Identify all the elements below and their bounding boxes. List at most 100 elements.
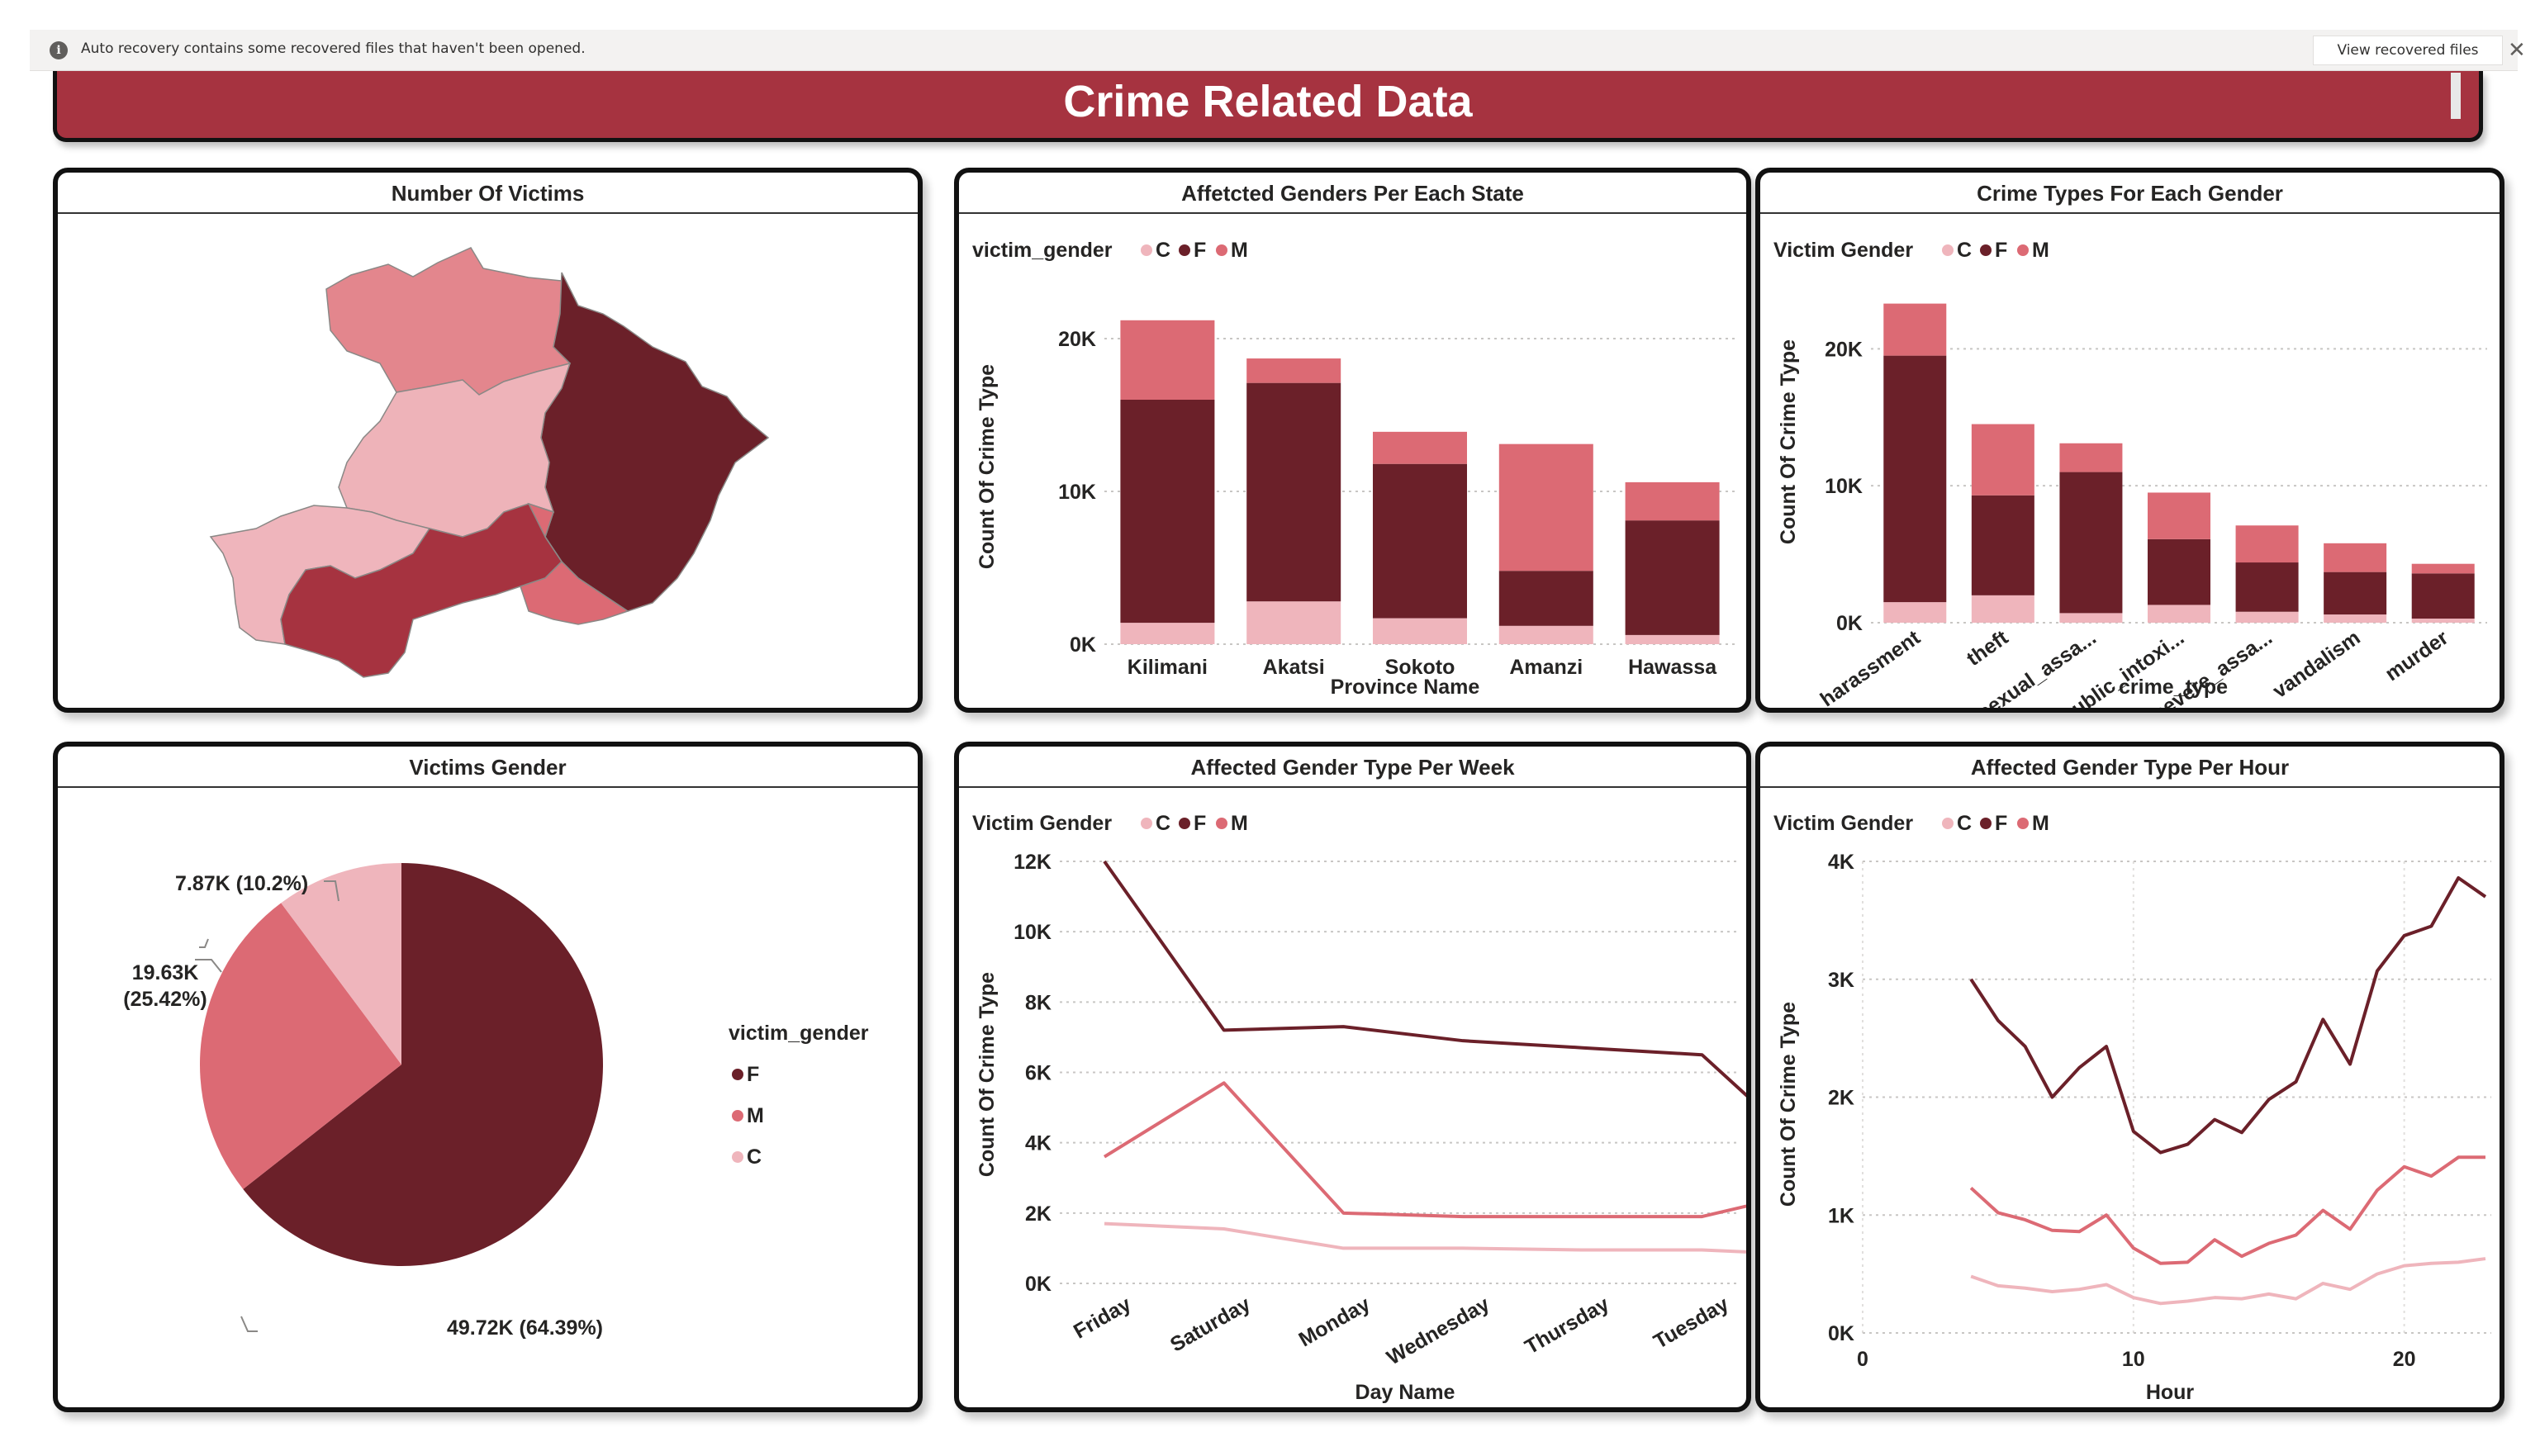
x-tick-label: 10 (2122, 1348, 2145, 1371)
x-tick-label: 20 (2393, 1348, 2416, 1371)
legend-marker-c (1141, 244, 1152, 256)
legend-label-f: F (747, 1063, 759, 1086)
panel-gender-per-week[interactable]: Affected Gender Type Per Week Victim Gen… (954, 742, 1751, 1412)
bar-m (2324, 543, 2387, 572)
x-tick-label: Saturday (1166, 1292, 1255, 1357)
pie-slice-c (281, 863, 401, 1065)
y-tick-label: 2K (1828, 1087, 1854, 1110)
panel-title: Number Of Victims (58, 173, 918, 214)
legend-label-m: M (2032, 812, 2049, 835)
pie-slice-f (243, 863, 604, 1266)
panel-gender-per-hour[interactable]: Affected Gender Type Per Hour Victim Gen… (1755, 742, 2504, 1412)
bar-f (2059, 472, 2123, 614)
legend-marker-m (2017, 818, 2029, 829)
x-tick-label: Hawassa (1628, 656, 1717, 679)
bar-c (1498, 625, 1593, 644)
bar-f (1246, 382, 1341, 602)
legend-label-f: F (1194, 239, 1206, 262)
legend-label-m: M (1231, 812, 1248, 835)
bar-f (2324, 571, 2387, 615)
close-icon[interactable]: ✕ (2508, 38, 2526, 63)
legend-marker-m (1216, 818, 1227, 829)
pie-leader-lines (195, 880, 339, 1332)
view-recovered-files-button[interactable]: View recovered files (2313, 36, 2503, 65)
line-series-m (1103, 1081, 1746, 1219)
panel-genders-per-state[interactable]: Affetcted Genders Per Each State victim_… (954, 168, 1751, 713)
map-region-southeast[interactable] (520, 502, 629, 625)
y-axis-label: Count Of Crime Type (976, 364, 999, 569)
y-tick-label: 6K (1025, 1062, 1052, 1085)
legend-title: Victim Gender (972, 812, 1112, 835)
x-tick-label: Kilimani (1128, 656, 1208, 679)
panel-number-of-victims[interactable]: Number Of Victims (53, 168, 923, 713)
line-series-f (1103, 860, 1746, 1098)
legend: Victim Gender C F M (1773, 812, 2049, 835)
scrollbar-thumb[interactable] (2451, 73, 2461, 119)
x-tick-label: Tuesday (1650, 1292, 1732, 1354)
pie-slice-m (200, 903, 401, 1189)
map-region-east[interactable] (540, 272, 770, 612)
y-tick-label: 20K (1058, 328, 1096, 351)
info-icon: i (50, 41, 68, 59)
legend-label-m: M (2032, 239, 2049, 262)
legend-label-c: C (1957, 812, 1972, 835)
legend: Victim Gender C F M (972, 812, 1248, 835)
pie-label-c: 7.87K (10.2%) (175, 872, 308, 895)
x-tick-label: vandalism (2268, 626, 2364, 703)
bar-f (1971, 495, 2034, 595)
legend-label-c: C (1156, 812, 1170, 835)
x-axis-label: Day Name (1355, 1381, 1455, 1404)
line-series-f (1969, 875, 2487, 1155)
bar-m (1498, 443, 1593, 571)
legend-label-f: F (1995, 812, 2007, 835)
y-tick-label: 2K (1025, 1202, 1052, 1226)
panel-title: Affected Gender Type Per Week (959, 747, 1746, 788)
y-tick-label: 10K (1825, 475, 1863, 498)
pie-chart-svg: 7.87K (10.2%) 19.63K (25.42%) 49.72K (64… (123, 863, 869, 1340)
pie-label-m-line1: 19.63K (132, 961, 199, 984)
x-tick-label: Wednesday (1383, 1292, 1493, 1370)
week-chart-svg: Victim Gender C F M 0K 2K 4K 6K 8K 10K 12K Frid… (972, 812, 1746, 1404)
bar-c (1373, 618, 1467, 644)
legend-marker-f (1980, 818, 1992, 829)
state-chart-svg: victim_gender C F M 0K 10K 20K Kilimani Akat… (972, 239, 1735, 699)
x-tick-label: Thursday (1521, 1292, 1613, 1359)
panel-title: Affected Gender Type Per Hour (1760, 747, 2500, 788)
y-tick-label: 1K (1828, 1204, 1854, 1227)
bar-f (2235, 562, 2299, 612)
legend-title: victim_gender (972, 239, 1113, 262)
bar-c (2235, 611, 2299, 623)
legend-marker-c (1141, 818, 1152, 829)
legend-marker-m (1216, 244, 1227, 256)
y-tick-label: 4K (1828, 851, 1854, 874)
legend-marker-c (1942, 244, 1954, 256)
bar-c (1971, 595, 2034, 623)
y-axis-label: Count Of Crime Type (976, 972, 999, 1177)
panel-title: Affetcted Genders Per Each State (959, 173, 1746, 214)
bar-c (1246, 601, 1341, 644)
legend-marker-f (1179, 818, 1190, 829)
legend-label-f: F (1995, 239, 2007, 262)
legend: victim_gender C F M (972, 239, 1248, 262)
legend-marker-f (1179, 244, 1190, 256)
bar-m (2059, 443, 2123, 472)
legend-marker-c (1942, 818, 1954, 829)
x-tick-label: 0 (1857, 1348, 1868, 1371)
line-series-m (1969, 1155, 2485, 1265)
bar-f (2148, 538, 2210, 605)
y-tick-label: 0K (1828, 1322, 1854, 1345)
panel-victims-gender[interactable]: Victims Gender 7.87K (10.2%) 19.63K (25.… (53, 742, 923, 1412)
bar-m (1120, 320, 1215, 400)
legend-label-f: F (1194, 812, 1206, 835)
y-tick-label: 3K (1828, 969, 1854, 992)
panel-crime-types[interactable]: Crime Types For Each Gender Victim Gende… (1755, 168, 2504, 713)
bar-f (2411, 573, 2475, 619)
bar-c (1625, 634, 1720, 644)
panel-title: Victims Gender (58, 747, 918, 788)
x-tick-label: Monday (1295, 1292, 1374, 1352)
legend-marker-m (732, 1110, 743, 1122)
pie-label-f: 49.72K (64.39%) (447, 1316, 603, 1340)
y-tick-label: 8K (1025, 991, 1052, 1014)
legend-marker-f (1980, 244, 1992, 256)
legend: victim_gender F M C (729, 1022, 869, 1169)
